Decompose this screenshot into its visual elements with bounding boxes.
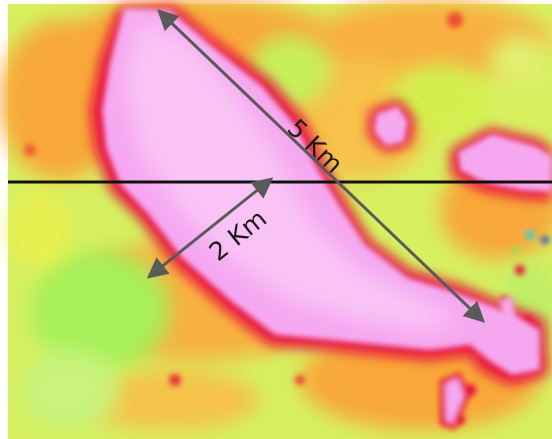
anomaly-streaks	[440, 296, 518, 430]
short-axis-arrow	[146, 177, 274, 279]
long-axis-arrow	[156, 9, 486, 323]
